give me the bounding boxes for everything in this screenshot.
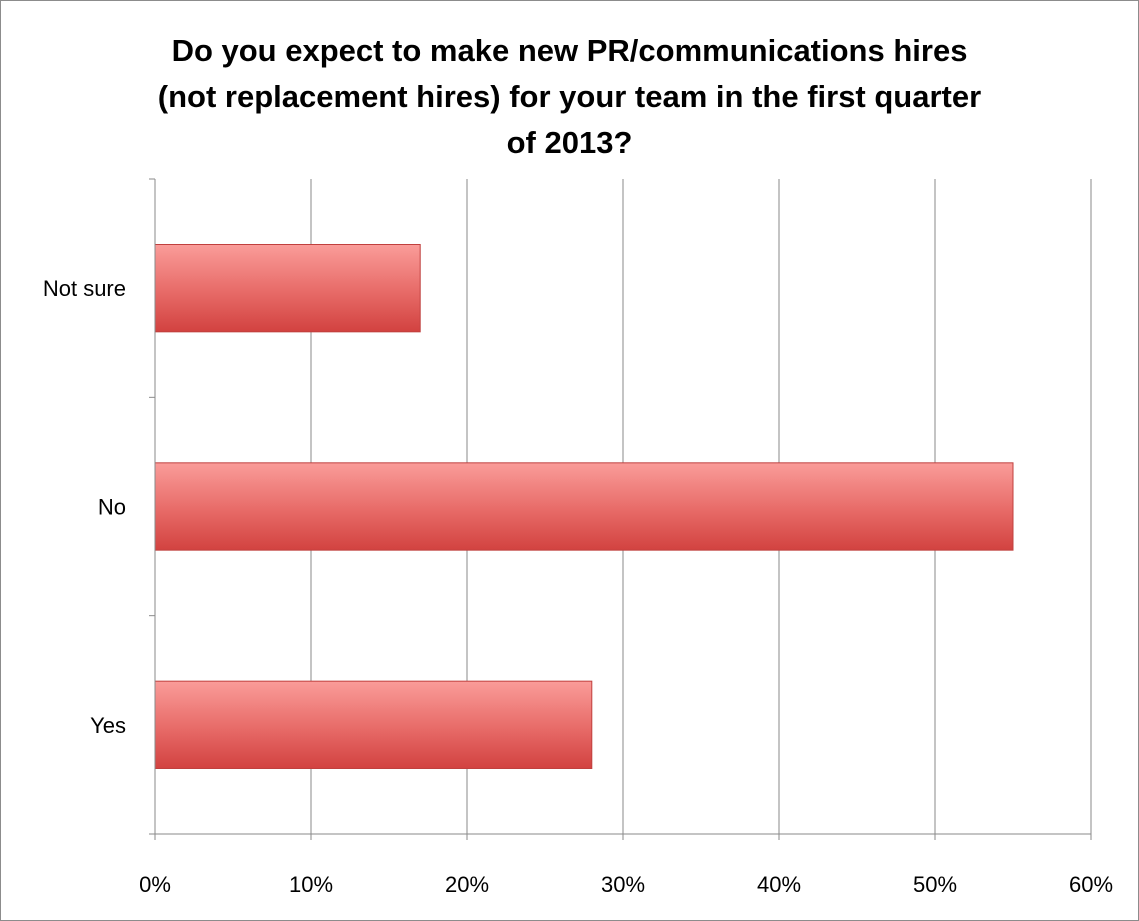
bar-no	[154, 462, 1014, 551]
bar-not-sure	[154, 244, 421, 333]
bar-yes	[154, 680, 593, 770]
x-tick-label: 30%	[601, 872, 645, 897]
chart-title-line-2: (not replacement hires) for your team in…	[157, 79, 982, 114]
category-label: No	[98, 495, 126, 520]
x-tick-label: 0%	[139, 872, 171, 897]
chart-title-line-1: Do you expect to make new PR/communicati…	[171, 33, 968, 68]
chart-title: Do you expect to make new PR/communicati…	[0, 28, 1139, 166]
x-tick-label: 20%	[445, 872, 489, 897]
bars	[154, 244, 1014, 770]
x-tick-label: 10%	[289, 872, 333, 897]
category-label: Yes	[90, 713, 126, 738]
category-label: Not sure	[43, 276, 126, 301]
x-tick-label: 50%	[913, 872, 957, 897]
axis-labels: 0% 10% 20% 30% 40% 50% 60% Not sure No Yes	[43, 276, 1113, 897]
x-tick-label: 40%	[757, 872, 801, 897]
axes	[149, 178, 1092, 840]
x-tick-label: 60%	[1069, 872, 1113, 897]
chart-title-line-3: of 2013?	[506, 125, 633, 160]
